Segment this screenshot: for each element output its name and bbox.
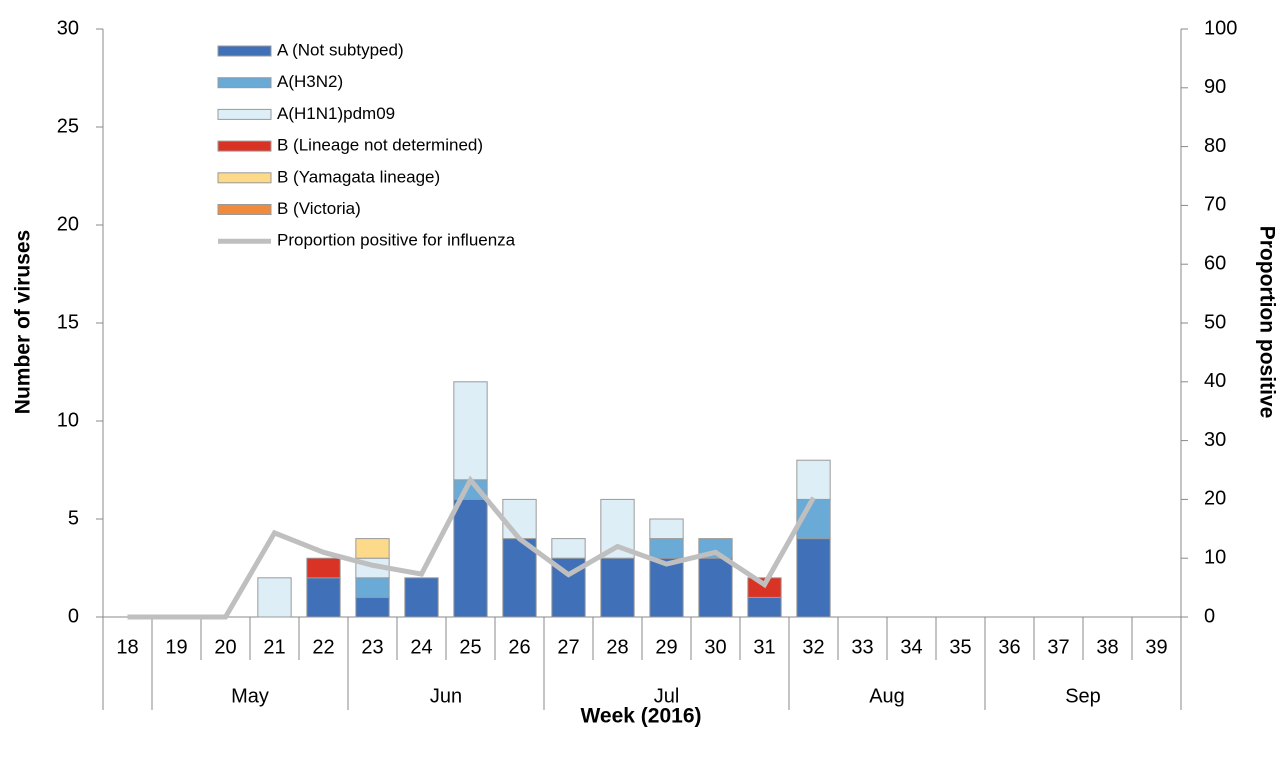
y2-tick-label: 30 (1204, 429, 1226, 451)
bar-segment (306, 557, 341, 579)
x-tick-label: 18 (116, 636, 138, 658)
bar-segment (355, 577, 390, 598)
legend-swatch (217, 204, 272, 215)
y2-tick-label: 10 (1204, 546, 1226, 568)
y-tick-label: 25 (57, 115, 79, 137)
y-tick-label: 30 (57, 17, 79, 39)
y2-tick-label: 50 (1204, 311, 1226, 333)
y-tick-label: 20 (57, 213, 79, 235)
y2-tick-label: 100 (1204, 17, 1237, 39)
x-tick-label: 23 (361, 636, 383, 658)
y-tick-label: 10 (57, 409, 79, 431)
legend-label: A (Not subtyped) (277, 40, 404, 59)
month-label: Jul (654, 685, 680, 707)
bar-segment (355, 596, 390, 618)
x-tick-label: 30 (704, 636, 726, 658)
legend-label: A(H3N2) (277, 72, 343, 91)
legend-swatch (217, 172, 272, 184)
bar-segment (698, 557, 733, 618)
bar-segment (796, 538, 831, 618)
y2-tick-label: 20 (1204, 488, 1226, 510)
y2-tick-label: 80 (1204, 135, 1226, 157)
x-tick-label: 22 (312, 636, 334, 658)
x-tick-label: 25 (459, 636, 481, 658)
y-tick-label: 15 (57, 311, 79, 333)
y-tick-label: 5 (68, 507, 79, 529)
bar-segment (551, 538, 586, 559)
x-tick-label: 37 (1047, 636, 1069, 658)
x-tick-label: 29 (655, 636, 677, 658)
x-tick-label: 34 (900, 636, 922, 658)
y-axis-title: Number of viruses (12, 230, 35, 414)
x-tick-label: 24 (410, 636, 432, 658)
x-tick-label: 21 (263, 636, 285, 658)
y2-tick-label: 0 (1204, 605, 1215, 627)
legend-label: Proportion positive for influenza (277, 231, 516, 250)
bar-segment (257, 577, 292, 618)
x-tick-label: 20 (214, 636, 236, 658)
legend-label: B (Victoria) (277, 199, 361, 218)
bar-segment (502, 498, 537, 540)
x-tick-label: 19 (165, 636, 187, 658)
x-tick-label: 33 (851, 636, 873, 658)
legend-swatch (217, 77, 272, 89)
month-label: May (231, 685, 269, 707)
bar-segment (747, 596, 782, 618)
legend-swatch (217, 45, 272, 57)
y2-axis-title: Proportion positive (1255, 226, 1278, 419)
bar-segment (796, 459, 831, 500)
bar-segment (649, 557, 684, 618)
x-axis-title: Week (2016) (580, 705, 701, 728)
legend-label: A(H1N1)pdm09 (277, 104, 395, 123)
y2-tick-label: 60 (1204, 252, 1226, 274)
x-tick-label: 32 (802, 636, 824, 658)
y2-tick-label: 40 (1204, 370, 1226, 392)
x-tick-label: 39 (1145, 636, 1167, 658)
bar-segment (600, 557, 635, 618)
bar-segment (649, 538, 684, 559)
x-tick-label: 38 (1096, 636, 1118, 658)
month-label: Sep (1065, 685, 1101, 707)
bar-segment (453, 498, 488, 618)
y2-tick-label: 90 (1204, 76, 1226, 98)
x-tick-label: 27 (557, 636, 579, 658)
bar-segment (404, 577, 439, 618)
month-label: Aug (869, 685, 905, 707)
x-tick-label: 36 (998, 636, 1020, 658)
bar-segment (502, 538, 537, 618)
bar-segment (306, 577, 341, 618)
bar-segment (453, 381, 488, 481)
legend-swatch (217, 140, 272, 152)
line (127, 475, 816, 620)
y-tick-label: 0 (68, 605, 79, 627)
legend-label: B (Yamagata lineage) (277, 167, 440, 186)
x-tick-label: 35 (949, 636, 971, 658)
bar-segment (649, 518, 684, 540)
legend-swatch (217, 108, 272, 120)
y2-tick-label: 70 (1204, 194, 1226, 216)
legend-label: B (Lineage not determined) (277, 136, 483, 155)
month-label: Jun (430, 685, 462, 707)
x-tick-label: 26 (508, 636, 530, 658)
x-tick-label: 31 (753, 636, 775, 658)
bar-segment (355, 538, 390, 559)
x-tick-label: 28 (606, 636, 628, 658)
